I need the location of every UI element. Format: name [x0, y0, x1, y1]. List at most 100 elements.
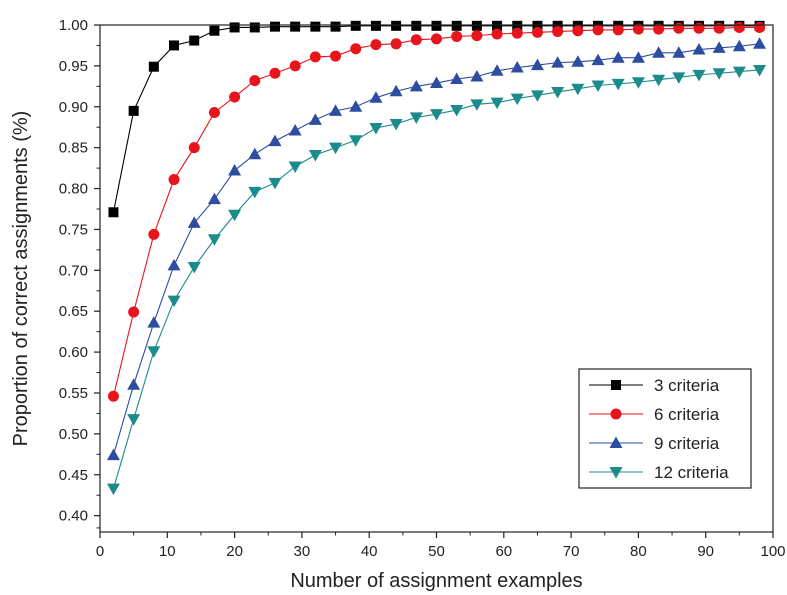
data-point: [753, 64, 767, 77]
data-point: [471, 20, 482, 31]
data-point: [470, 99, 484, 111]
data-point: [450, 105, 464, 117]
data-point: [754, 21, 766, 33]
legend-marker: [609, 467, 623, 479]
y-tick-label: 0.80: [59, 181, 88, 198]
y-tick-label: 0.65: [59, 303, 88, 320]
y-tick-label: 0.55: [59, 385, 88, 402]
data-point: [653, 23, 665, 35]
data-point: [409, 79, 423, 92]
data-point: [470, 70, 484, 82]
y-tick-label: 0.50: [59, 426, 88, 443]
y-axis-title: Proportion of correct assignments (%): [10, 111, 32, 447]
data-point: [207, 192, 221, 205]
x-tick-label: 90: [697, 543, 714, 560]
data-point: [672, 46, 686, 58]
data-point: [290, 21, 301, 32]
data-point: [128, 105, 139, 116]
data-point: [127, 378, 141, 390]
data-point: [612, 24, 624, 36]
data-point: [288, 123, 302, 136]
data-point: [228, 164, 242, 176]
data-point: [430, 109, 443, 121]
legend-box: [578, 368, 752, 489]
data-point: [268, 134, 282, 147]
data-point: [269, 21, 280, 32]
data-point: [712, 41, 726, 53]
data-point: [591, 80, 605, 93]
data-point: [391, 20, 402, 31]
data-point: [450, 72, 464, 84]
x-tick-label: 30: [294, 543, 311, 560]
data-point: [207, 234, 221, 246]
y-tick-label: 0.70: [59, 262, 88, 279]
data-point: [451, 30, 463, 42]
data-point: [390, 38, 402, 50]
data-point: [108, 207, 119, 218]
x-axis-title: Number of assignment examples: [290, 570, 582, 592]
data-point: [532, 20, 543, 31]
legend-marker: [611, 380, 621, 390]
data-point: [652, 74, 666, 87]
data-point: [410, 34, 422, 46]
x-tick-label: 20: [226, 543, 243, 560]
data-point: [510, 93, 524, 106]
data-point: [431, 33, 442, 45]
legend-label: 12 criteria: [654, 463, 729, 482]
data-point: [369, 123, 383, 135]
legend-label: 9 criteria: [654, 434, 720, 453]
data-point: [106, 448, 120, 461]
data-point: [248, 186, 262, 199]
x-tick-label: 0: [96, 543, 104, 560]
x-tick-label: 60: [495, 543, 512, 560]
data-point: [248, 147, 262, 160]
data-point: [510, 61, 524, 73]
data-point: [289, 60, 301, 72]
data-point: [632, 23, 644, 35]
y-tick-label: 0.45: [59, 467, 88, 484]
data-point: [512, 20, 523, 31]
data-point: [147, 316, 161, 328]
y-tick-label: 0.40: [59, 508, 88, 525]
data-point: [572, 25, 584, 37]
data-point: [128, 306, 140, 318]
data-point: [530, 58, 544, 71]
y-tick-label: 0.95: [59, 58, 88, 75]
x-axis: 0 10 20 30 40 50 60 70 80 90 100: [96, 532, 786, 560]
data-point: [370, 39, 382, 51]
data-point: [492, 20, 503, 31]
data-point: [308, 113, 322, 125]
data-point: [147, 346, 161, 358]
data-point: [148, 61, 159, 72]
plot-markers: [106, 20, 767, 496]
data-point: [167, 295, 181, 308]
y-tick-label: 0.85: [59, 140, 88, 157]
data-point: [389, 84, 403, 97]
data-point: [106, 483, 120, 496]
data-point: [389, 118, 403, 131]
data-point: [189, 35, 200, 46]
data-point: [249, 22, 260, 33]
data-point: [692, 43, 706, 55]
data-point: [168, 174, 180, 186]
data-point: [329, 142, 343, 155]
data-point: [733, 21, 745, 33]
data-point: [631, 51, 645, 63]
data-point: [349, 135, 363, 147]
data-point: [288, 161, 302, 173]
data-point: [551, 56, 565, 68]
data-point: [571, 55, 585, 67]
legend-marker: [610, 408, 622, 420]
data-point: [249, 75, 261, 87]
data-point: [350, 20, 361, 31]
data-point: [310, 21, 321, 32]
data-point: [490, 97, 504, 110]
data-point: [169, 40, 180, 51]
x-tick-label: 10: [159, 543, 176, 560]
data-point: [652, 46, 666, 58]
x-tick-label: 80: [630, 543, 647, 560]
data-point: [490, 64, 504, 76]
data-point: [692, 69, 706, 82]
y-tick-label: 1.00: [59, 17, 88, 34]
